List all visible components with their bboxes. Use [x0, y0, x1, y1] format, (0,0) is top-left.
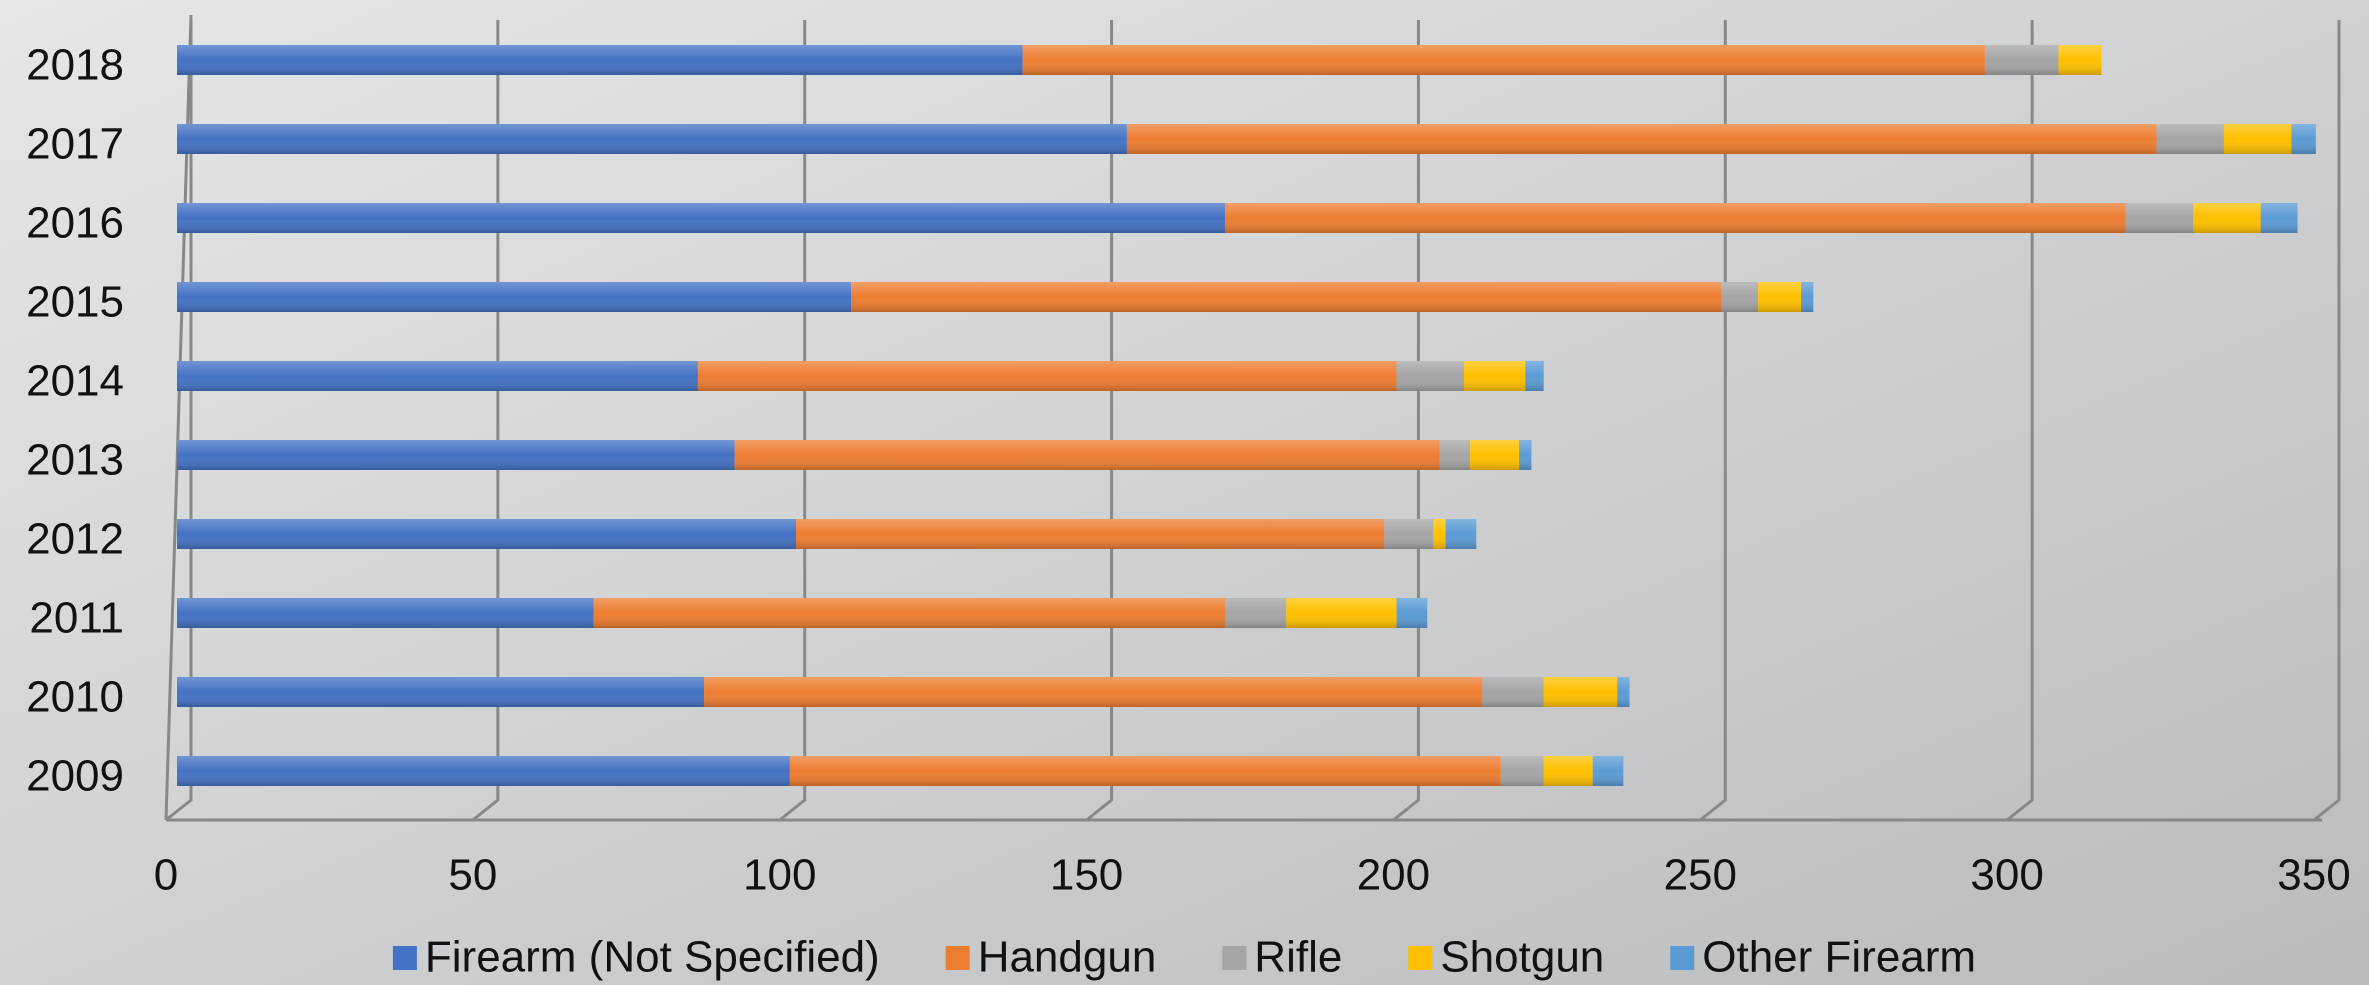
bar-segment	[177, 519, 796, 549]
bar-segment	[177, 756, 790, 786]
bar-segment	[735, 440, 1440, 470]
bar-segment	[1593, 756, 1624, 786]
bar-segment	[796, 519, 1384, 549]
x-tick-label: 100	[743, 851, 816, 900]
bar-segment	[2157, 124, 2224, 154]
legend-swatch	[1408, 946, 1432, 970]
bar-segment	[1225, 203, 2126, 233]
x-tick-label: 350	[2277, 851, 2350, 900]
bar-segment	[177, 124, 1127, 154]
bar-segment	[2261, 203, 2298, 233]
bar-segment	[851, 282, 1721, 312]
bar-segment	[1758, 282, 1801, 312]
bar-segment	[177, 282, 851, 312]
y-tick-label: 2010	[26, 673, 124, 722]
legend-swatch	[1670, 946, 1694, 970]
bar-segment	[1482, 677, 1543, 707]
y-tick-label: 2013	[26, 436, 124, 485]
bar-segment	[1464, 361, 1525, 391]
legend-label: Rifle	[1254, 933, 1342, 982]
bar-segment	[1286, 598, 1396, 628]
bar-segment	[1544, 677, 1618, 707]
legend-label: Firearm (Not Specified)	[425, 933, 880, 982]
bar-segment	[2126, 203, 2193, 233]
bar-segment	[2291, 124, 2316, 154]
bar-segment	[1985, 45, 2059, 75]
x-tick-label: 250	[1664, 851, 1737, 900]
bar-segment	[1433, 519, 1445, 549]
bar-segment	[177, 203, 1225, 233]
bar-segment	[1525, 361, 1543, 391]
bar-segment	[2224, 124, 2291, 154]
legend-swatch	[1222, 946, 1246, 970]
bar-segment	[177, 45, 1023, 75]
legend-swatch	[946, 946, 970, 970]
bar-segment	[177, 440, 735, 470]
chart: 0 50 100 150 200 250 300 350 2018 2017 2016 2015 201…	[0, 0, 2369, 985]
bar-segment	[1721, 282, 1758, 312]
bar-segment	[1384, 519, 1433, 549]
y-tick-label: 2017	[26, 120, 124, 169]
bar-segment	[704, 677, 1482, 707]
x-tick-label: 200	[1357, 851, 1430, 900]
bar-segment	[1446, 519, 1477, 549]
bar-segment	[1617, 677, 1629, 707]
legend-label: Other Firearm	[1702, 933, 1976, 982]
x-tick-label: 300	[1970, 851, 2043, 900]
bar-segment	[1439, 440, 1470, 470]
bar-segment	[1519, 440, 1531, 470]
bar-segment	[177, 677, 704, 707]
y-tick-label: 2018	[26, 41, 124, 90]
bar-segment	[790, 756, 1501, 786]
bar-segment	[698, 361, 1397, 391]
bar-segment	[1023, 45, 1985, 75]
x-tick-label: 0	[154, 851, 178, 900]
bar-segment	[1225, 598, 1286, 628]
bar-segment	[1470, 440, 1519, 470]
legend-label: Handgun	[978, 933, 1157, 982]
bar-segment	[1127, 124, 2157, 154]
legend-swatch	[393, 946, 417, 970]
bar-segment	[1801, 282, 1813, 312]
y-tick-label: 2015	[26, 278, 124, 327]
bar-segment	[594, 598, 1225, 628]
bar-segment	[1397, 361, 1464, 391]
bar-segment	[1501, 756, 1544, 786]
y-tick-label: 2011	[29, 594, 124, 643]
bar-segment	[177, 598, 594, 628]
y-tick-label: 2016	[26, 199, 124, 248]
bar-segment	[1544, 756, 1593, 786]
bar-segment	[1397, 598, 1428, 628]
bar-segment	[2058, 45, 2101, 75]
legend-label: Shotgun	[1440, 933, 1604, 982]
y-tick-label: 2009	[26, 752, 124, 801]
page: 0 50 100 150 200 250 300 350 2018 2017 2016 2015 201…	[0, 0, 2369, 985]
bar-segment	[2193, 203, 2260, 233]
bar-segment	[177, 361, 698, 391]
y-tick-label: 2012	[26, 515, 124, 564]
y-tick-label: 2014	[26, 357, 124, 406]
x-tick-label: 150	[1050, 851, 1123, 900]
x-tick-label: 50	[448, 851, 497, 900]
